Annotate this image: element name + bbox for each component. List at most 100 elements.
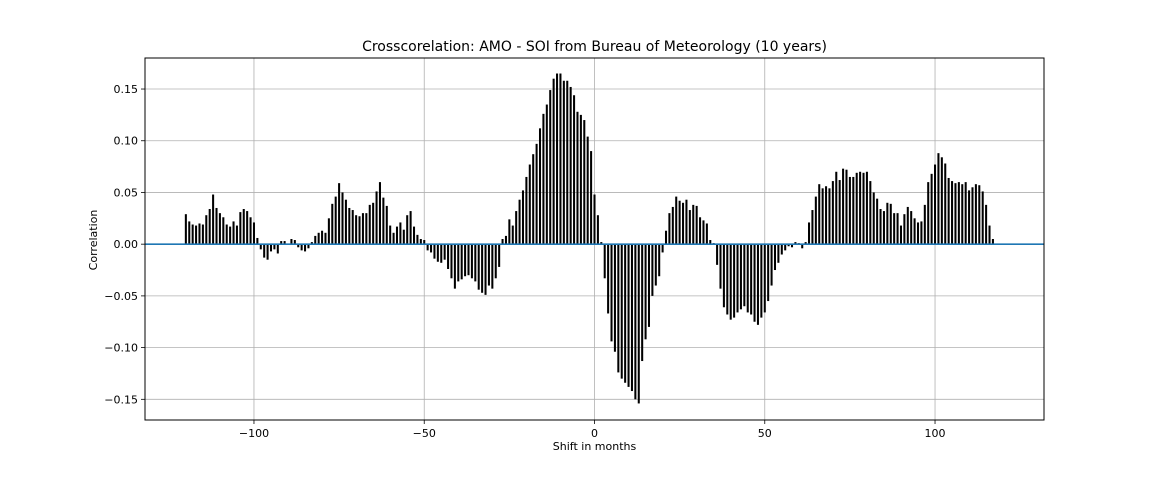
x-tick-label: 0 xyxy=(591,427,598,440)
correlation-bar xyxy=(576,111,579,245)
correlation-bar xyxy=(569,86,572,245)
correlation-bar xyxy=(235,225,238,245)
correlation-bar xyxy=(406,215,409,245)
correlation-bar xyxy=(951,181,954,245)
correlation-bar xyxy=(365,213,368,245)
correlation-bar xyxy=(787,244,790,247)
correlation-bar xyxy=(620,244,623,379)
correlation-bar xyxy=(205,215,208,245)
correlation-bar xyxy=(682,202,685,245)
correlation-bar xyxy=(617,244,620,373)
x-tick-label: 100 xyxy=(925,427,946,440)
correlation-bar xyxy=(508,219,511,245)
correlation-bar xyxy=(961,184,964,245)
y-tick-label: 0.00 xyxy=(114,238,139,251)
correlation-bar xyxy=(664,230,668,245)
correlation-bar xyxy=(916,222,920,245)
correlation-bar xyxy=(590,151,593,245)
correlation-bar xyxy=(266,244,269,260)
correlation-bar xyxy=(477,244,480,290)
correlation-bar xyxy=(859,171,862,245)
correlation-bar xyxy=(954,183,957,245)
correlation-bar xyxy=(739,244,742,310)
correlation-bar xyxy=(423,240,426,245)
correlation-bar xyxy=(307,244,310,249)
correlation-bar xyxy=(913,218,916,245)
correlation-bar xyxy=(773,244,777,271)
correlation-bar xyxy=(358,216,361,245)
correlation-bar xyxy=(882,211,885,245)
correlation-bar xyxy=(835,171,838,245)
correlation-bar xyxy=(338,183,341,245)
y-axis-label: Correlation xyxy=(87,210,100,271)
correlation-bar xyxy=(562,80,565,245)
correlation-bar xyxy=(222,217,225,245)
correlation-bar xyxy=(549,90,552,245)
correlation-bar xyxy=(624,244,627,383)
correlation-bar xyxy=(494,244,497,279)
correlation-bar xyxy=(889,203,892,245)
correlation-bar xyxy=(545,104,548,245)
correlation-bar xyxy=(985,204,988,245)
correlation-bar xyxy=(573,95,576,245)
correlation-bar xyxy=(501,239,504,245)
correlation-bar xyxy=(603,244,606,279)
correlation-bar xyxy=(440,244,443,263)
correlation-bar xyxy=(828,188,831,245)
correlation-bar xyxy=(964,182,967,245)
correlation-bar xyxy=(334,196,337,245)
correlation-bar xyxy=(412,226,416,245)
correlation-bar xyxy=(436,244,439,262)
correlation-bar xyxy=(225,224,228,245)
correlation-bar xyxy=(566,80,569,245)
correlation-bar xyxy=(395,226,399,245)
correlation-bar xyxy=(978,185,981,245)
correlation-bar xyxy=(716,244,719,265)
correlation-bar xyxy=(736,244,739,313)
correlation-bar xyxy=(304,244,307,252)
correlation-bar xyxy=(876,198,879,245)
correlation-bar xyxy=(896,213,899,245)
correlation-bar xyxy=(651,244,654,296)
y-tick-label: 0.05 xyxy=(114,186,139,199)
correlation-bar xyxy=(188,221,191,245)
correlation-bar xyxy=(402,229,405,245)
correlation-bar xyxy=(331,203,334,245)
correlation-bar xyxy=(852,176,855,245)
correlation-bar xyxy=(818,184,821,245)
correlation-bar xyxy=(596,215,599,245)
correlation-bar xyxy=(525,176,528,245)
correlation-bar xyxy=(556,73,559,245)
correlation-bar xyxy=(607,244,610,314)
correlation-bar xyxy=(372,202,375,245)
correlation-bar xyxy=(310,242,313,245)
correlation-bar xyxy=(968,190,971,245)
correlation-bar xyxy=(511,225,514,245)
correlation-bar xyxy=(375,191,378,245)
correlation-bar xyxy=(355,215,358,245)
correlation-bar xyxy=(314,235,317,245)
y-tick-label: −0.05 xyxy=(104,290,138,303)
correlation-bar xyxy=(399,222,402,245)
correlation-bar xyxy=(974,184,977,245)
correlation-bar xyxy=(273,244,276,250)
correlation-bar xyxy=(661,244,664,253)
correlation-bar xyxy=(654,244,657,286)
correlation-bar xyxy=(600,242,603,245)
correlation-bar xyxy=(515,211,518,245)
correlation-bar xyxy=(722,244,725,308)
axis-ticks: −100 −50 0 50 100 0.15 0.10 0.05 0.00 −0.05 −0.10 −… xyxy=(104,83,945,440)
correlation-bar xyxy=(753,244,756,322)
correlation-bar xyxy=(419,239,422,245)
correlation-bar xyxy=(579,114,582,245)
correlation-bar xyxy=(460,244,463,280)
correlation-bar xyxy=(504,235,507,245)
correlation-bar xyxy=(637,244,640,404)
correlation-bar xyxy=(838,180,841,245)
correlation-bar xyxy=(532,154,535,245)
correlation-bar xyxy=(470,244,473,279)
correlation-bar xyxy=(940,157,943,245)
correlation-bar xyxy=(920,221,923,245)
correlation-bar xyxy=(865,171,868,245)
